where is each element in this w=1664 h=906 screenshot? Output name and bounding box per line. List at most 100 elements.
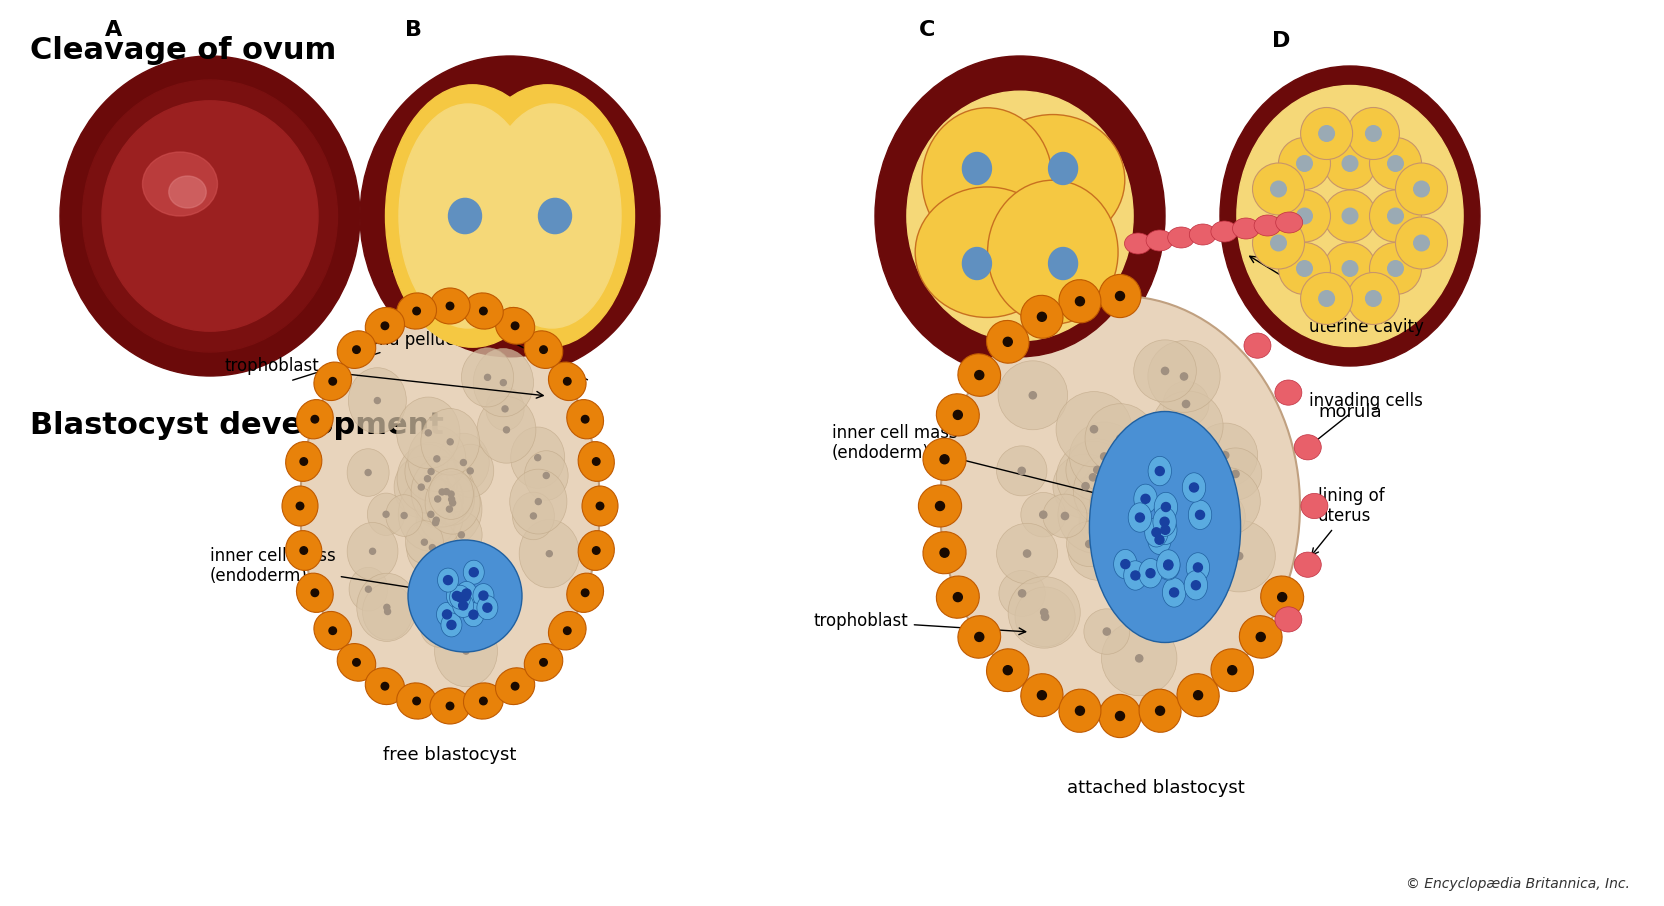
Circle shape — [381, 322, 389, 330]
Ellipse shape — [463, 602, 484, 627]
Ellipse shape — [438, 433, 489, 492]
Ellipse shape — [1369, 138, 1421, 189]
Circle shape — [449, 500, 456, 506]
Ellipse shape — [1148, 525, 1171, 554]
Circle shape — [1231, 470, 1240, 477]
Ellipse shape — [296, 400, 333, 439]
Circle shape — [1193, 690, 1203, 699]
Ellipse shape — [1240, 616, 1281, 658]
Ellipse shape — [1325, 138, 1376, 189]
Ellipse shape — [1414, 236, 1429, 251]
Circle shape — [449, 496, 454, 502]
Circle shape — [1112, 487, 1120, 495]
Circle shape — [1133, 457, 1140, 464]
Circle shape — [353, 346, 359, 353]
Circle shape — [975, 371, 983, 380]
Ellipse shape — [1348, 108, 1399, 159]
Ellipse shape — [464, 683, 503, 719]
Circle shape — [383, 511, 389, 517]
Ellipse shape — [1108, 512, 1158, 561]
Ellipse shape — [1105, 429, 1166, 491]
Circle shape — [1118, 496, 1125, 503]
Circle shape — [366, 586, 371, 593]
Ellipse shape — [1125, 233, 1151, 254]
Text: uterine cavity: uterine cavity — [1250, 256, 1424, 336]
Ellipse shape — [338, 331, 376, 369]
Ellipse shape — [987, 649, 1028, 691]
Ellipse shape — [446, 584, 468, 608]
Ellipse shape — [997, 446, 1047, 496]
Ellipse shape — [1211, 221, 1238, 242]
Circle shape — [300, 458, 308, 466]
Circle shape — [456, 593, 464, 602]
Ellipse shape — [915, 187, 1060, 317]
Circle shape — [1160, 517, 1170, 526]
Ellipse shape — [1414, 181, 1429, 197]
Ellipse shape — [1271, 236, 1286, 251]
Ellipse shape — [1320, 126, 1335, 141]
Circle shape — [975, 632, 983, 641]
Ellipse shape — [411, 457, 473, 527]
Circle shape — [381, 682, 389, 690]
Ellipse shape — [1153, 507, 1176, 536]
Ellipse shape — [1133, 484, 1156, 514]
Circle shape — [446, 506, 453, 512]
Ellipse shape — [496, 307, 534, 344]
Ellipse shape — [962, 247, 992, 280]
Ellipse shape — [1261, 576, 1303, 618]
Ellipse shape — [1020, 674, 1063, 717]
Ellipse shape — [1102, 621, 1176, 696]
Circle shape — [364, 469, 371, 476]
Ellipse shape — [348, 448, 389, 496]
Circle shape — [1042, 613, 1048, 621]
Circle shape — [444, 575, 453, 584]
Circle shape — [1093, 467, 1102, 474]
Ellipse shape — [296, 573, 333, 612]
Ellipse shape — [449, 585, 471, 609]
Text: F: F — [1022, 224, 1037, 244]
Ellipse shape — [461, 348, 514, 407]
Ellipse shape — [1176, 674, 1220, 717]
Circle shape — [531, 513, 536, 519]
Circle shape — [564, 627, 571, 634]
Ellipse shape — [386, 85, 559, 347]
Text: B: B — [404, 20, 423, 40]
Ellipse shape — [549, 362, 586, 400]
Circle shape — [581, 589, 589, 596]
Ellipse shape — [396, 397, 459, 468]
Ellipse shape — [168, 176, 206, 208]
Circle shape — [446, 702, 454, 709]
Ellipse shape — [524, 643, 562, 681]
Text: attached blastocyst: attached blastocyst — [1067, 779, 1245, 797]
Ellipse shape — [1155, 492, 1178, 522]
Ellipse shape — [1295, 435, 1321, 460]
Ellipse shape — [454, 584, 476, 609]
Ellipse shape — [486, 387, 524, 430]
Circle shape — [501, 380, 506, 386]
Ellipse shape — [1245, 333, 1271, 358]
Circle shape — [426, 429, 431, 436]
Ellipse shape — [1211, 649, 1253, 691]
Circle shape — [592, 546, 601, 554]
Ellipse shape — [1128, 503, 1151, 532]
Ellipse shape — [281, 486, 318, 526]
Circle shape — [448, 491, 454, 497]
Ellipse shape — [1278, 138, 1331, 189]
Circle shape — [1090, 426, 1098, 433]
Ellipse shape — [1396, 163, 1448, 215]
Circle shape — [401, 513, 408, 518]
Circle shape — [463, 648, 469, 654]
Ellipse shape — [406, 521, 443, 564]
Ellipse shape — [1296, 208, 1313, 224]
Ellipse shape — [1396, 217, 1448, 269]
Circle shape — [384, 604, 389, 611]
Ellipse shape — [1090, 411, 1241, 642]
Ellipse shape — [1343, 156, 1358, 171]
Circle shape — [935, 502, 945, 510]
Ellipse shape — [1148, 341, 1220, 412]
Ellipse shape — [987, 321, 1028, 363]
Circle shape — [421, 539, 428, 545]
Circle shape — [1100, 520, 1107, 527]
Ellipse shape — [366, 668, 404, 705]
Ellipse shape — [1278, 190, 1331, 242]
